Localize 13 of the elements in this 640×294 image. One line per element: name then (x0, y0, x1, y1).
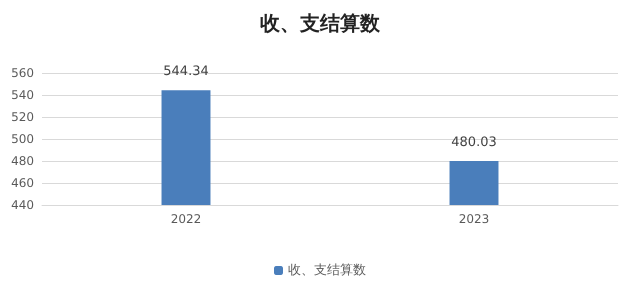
y-tick-label: 440 (11, 198, 34, 212)
y-tick-label: 560 (11, 66, 34, 80)
x-tick-label: 2022 (170, 212, 202, 226)
y-tick-label: 520 (11, 110, 34, 124)
data-label: 480.03 (451, 134, 497, 150)
y-tick-label: 540 (11, 88, 34, 102)
data-label: 544.34 (163, 64, 209, 80)
y-tick-label: 480 (11, 154, 34, 168)
y-tick-label: 500 (11, 132, 34, 146)
legend-label: 收、支结算数 (288, 263, 366, 278)
x-tick-label: 2023 (458, 212, 490, 226)
y-tick-label: 460 (11, 176, 34, 190)
chart-title: 收、支结算数 (260, 11, 381, 35)
